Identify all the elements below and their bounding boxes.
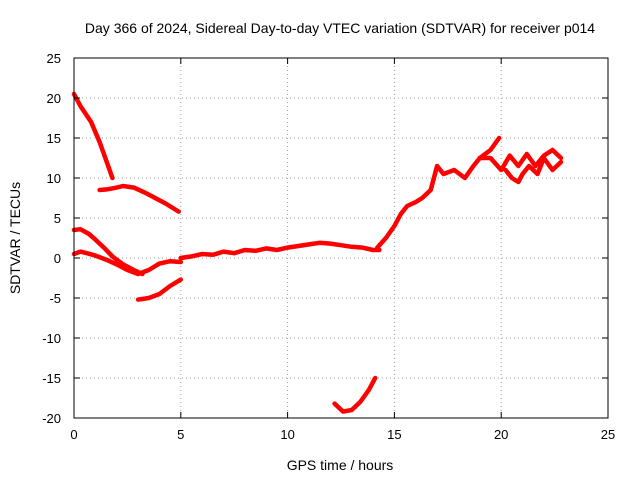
x-tick-label: 20 — [494, 427, 508, 442]
series-layer — [71, 91, 564, 414]
y-tick-label: 5 — [54, 211, 61, 226]
series-line-track-d — [71, 249, 184, 277]
series-line-track-j — [332, 375, 378, 414]
series-line-track-a — [71, 91, 115, 181]
plot-frame — [73, 57, 609, 419]
series-line-track-c — [71, 226, 145, 277]
x-tick-label: 15 — [387, 427, 401, 442]
y-tick-label: -20 — [42, 411, 61, 426]
y-tick-label: -10 — [42, 331, 61, 346]
x-tick-label: 25 — [601, 427, 615, 442]
x-tick-label: 5 — [177, 427, 184, 442]
y-tick-label: -15 — [42, 371, 61, 386]
series-line-track-h — [477, 147, 564, 173]
series-line-track-e — [135, 277, 184, 302]
series-line-track-f — [178, 240, 382, 261]
y-tick-label: 25 — [47, 51, 61, 66]
tick-layer: 0 5 10 15 20 25 -20 -15 -10 -5 0 5 10 15 20 25 — [42, 51, 615, 442]
chart-title: Day 366 of 2024, Sidereal Day-to-day VTE… — [85, 20, 595, 36]
x-axis-label: GPS time / hours — [287, 457, 394, 473]
series-line-track-b — [97, 183, 181, 214]
series-line-track-g — [375, 135, 502, 250]
y-tick-label: 0 — [54, 251, 61, 266]
y-tick-label: 10 — [47, 171, 61, 186]
y-tick-label: 20 — [47, 91, 61, 106]
series-line-track-i — [503, 155, 564, 185]
x-tick-label: 0 — [70, 427, 77, 442]
y-axis-label: SDTVAR / TECUs — [7, 182, 23, 294]
x-tick-label: 10 — [280, 427, 294, 442]
y-tick-label: -5 — [49, 291, 61, 306]
y-tick-label: 15 — [47, 131, 61, 146]
grid-layer — [74, 58, 608, 418]
